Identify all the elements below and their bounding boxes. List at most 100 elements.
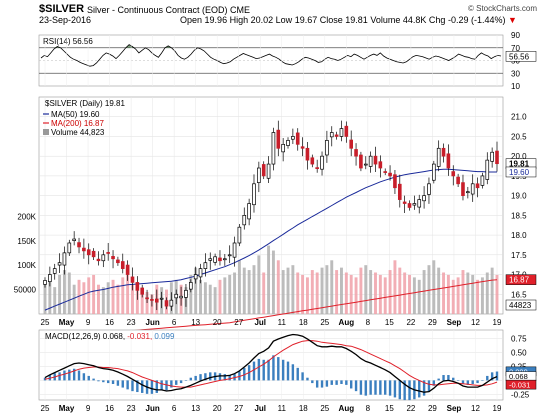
macd-histogram-bar [291, 364, 295, 381]
macd-histogram-bar [418, 380, 421, 398]
macd-legend-hist: 0.099 [152, 332, 175, 341]
macd-histogram-bar [471, 380, 474, 384]
candle-body [402, 201, 407, 204]
x-axis-label-bottom: 19 [493, 404, 502, 413]
volume-bar [296, 272, 300, 314]
macd-badge-text: 0.068 [509, 372, 528, 381]
rsi-tick-label: 70 [511, 44, 520, 53]
candle-body [490, 151, 494, 162]
high-value: 20.02 [250, 15, 274, 25]
candle-body [130, 276, 135, 283]
candle-body [315, 167, 319, 169]
x-axis-label-bottom: Jun [146, 404, 160, 413]
open-label: Open [180, 15, 203, 25]
volume-bar [281, 270, 285, 314]
candle-body [441, 147, 446, 157]
candle-body [193, 274, 198, 280]
volume-bar [359, 267, 363, 314]
macd-histogram-bar [238, 371, 241, 381]
macd-histogram-bar [155, 380, 158, 393]
candle-body [310, 157, 315, 165]
candle-body [470, 183, 475, 195]
candle-body [446, 153, 451, 169]
volume-value: 44.8K [402, 15, 427, 25]
candle-body [291, 136, 295, 140]
rsi-value-badge-text: 56.56 [509, 52, 530, 61]
candle-body [373, 155, 378, 165]
macd-tick-label: -0.25 [511, 390, 530, 399]
candle-body [198, 268, 203, 278]
volume-bar [43, 284, 47, 314]
candle-body [213, 256, 217, 263]
candle-body [300, 146, 305, 149]
macd-histogram-bar [364, 380, 367, 396]
x-axis-label: 27 [234, 318, 243, 327]
volume-bar [364, 265, 368, 314]
ma200-legend: MA(200) 16.87 [51, 119, 104, 128]
macd-histogram-bar [490, 372, 494, 381]
volume-bar [208, 284, 212, 314]
candle-body [159, 297, 164, 300]
macd-histogram-bar [486, 375, 489, 381]
macd-histogram-bar [252, 361, 256, 381]
macd-histogram-bar [243, 367, 246, 381]
x-axis-label: Jul [254, 318, 266, 327]
macd-histogram-bar [92, 378, 95, 381]
macd-histogram-bar [102, 380, 105, 383]
volume-bar [106, 282, 110, 314]
x-axis-label-bottom: Sep [447, 404, 462, 413]
x-axis-label-bottom: 25 [320, 404, 329, 413]
candle-body [295, 132, 300, 145]
macd-histogram-bar [116, 380, 120, 386]
volume-legend: Volume 44,823 [51, 128, 105, 137]
volume-bar [121, 277, 125, 314]
macd-histogram-bar [204, 373, 207, 381]
candle-body [77, 242, 81, 248]
candle-body [480, 175, 485, 186]
volume-bar [92, 274, 96, 314]
price-panel-frame [38, 96, 504, 315]
candle-body [252, 183, 256, 206]
candle-body [106, 252, 110, 254]
candle-body [261, 164, 266, 177]
volume-bar [53, 287, 57, 314]
volume-bar [101, 287, 105, 314]
volume-bar [476, 279, 480, 314]
x-axis-label-bottom: 27 [234, 404, 243, 413]
volume-bar [213, 287, 217, 314]
price-badge [505, 274, 537, 285]
candle-body [140, 287, 145, 295]
volume-bar [330, 260, 334, 314]
macd-histogram-bar [68, 369, 71, 381]
x-axis-label-bottom: 20 [213, 404, 222, 413]
price-tick-label: 17.5 [511, 251, 527, 260]
macd-histogram-bar [286, 361, 290, 381]
volume-bar [203, 282, 207, 314]
candle-body [52, 268, 57, 274]
candle-body [174, 293, 179, 299]
x-axis-label-bottom: 9 [86, 404, 91, 413]
candle-body [208, 258, 213, 261]
volume-bar [247, 270, 251, 314]
volume-bar [446, 274, 450, 314]
candle-body [329, 132, 334, 138]
x-axis-label: 16 [105, 318, 114, 327]
volume-bar [242, 267, 246, 314]
candle-body [276, 129, 281, 149]
macd-histogram-bar [126, 380, 129, 390]
rsi-tick-label: 90 [511, 31, 520, 40]
macd-badge-text: -0.031 [509, 381, 530, 390]
volume-bar [116, 284, 120, 314]
volume-bar [471, 274, 475, 314]
candle-body [436, 147, 441, 167]
volume-bar [485, 272, 489, 314]
macd-histogram-bar [77, 370, 81, 381]
macd-histogram-bar [384, 380, 387, 395]
candle-body [242, 215, 247, 226]
macd-histogram-bar [335, 380, 338, 385]
rsi-tick-label: 10 [511, 82, 520, 91]
macd-histogram-bar [209, 372, 212, 381]
macd-histogram-bar [456, 380, 460, 381]
x-axis-label-bottom: 8 [366, 404, 371, 413]
volume-tick-label: 100K [17, 261, 36, 270]
